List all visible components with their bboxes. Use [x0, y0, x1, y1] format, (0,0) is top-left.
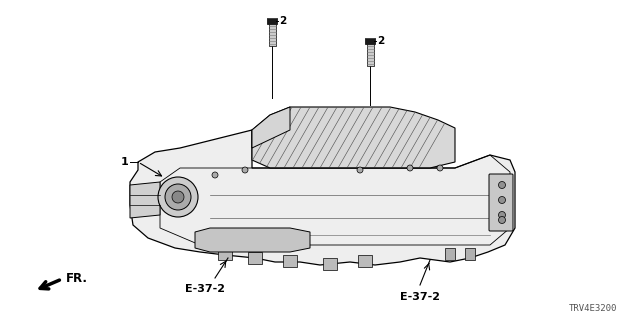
Circle shape	[499, 196, 506, 204]
Polygon shape	[323, 258, 337, 270]
Circle shape	[172, 191, 184, 203]
Text: E-37-2: E-37-2	[400, 292, 440, 302]
Circle shape	[165, 184, 191, 210]
Polygon shape	[283, 255, 297, 267]
Polygon shape	[445, 248, 455, 260]
FancyBboxPatch shape	[489, 174, 513, 231]
Text: FR.: FR.	[66, 273, 88, 285]
Text: E-37-2: E-37-2	[185, 284, 225, 294]
Circle shape	[357, 167, 363, 173]
Polygon shape	[130, 182, 160, 218]
Circle shape	[499, 212, 506, 219]
Text: 2: 2	[377, 36, 384, 46]
Polygon shape	[365, 38, 375, 44]
Polygon shape	[267, 18, 277, 24]
Text: 2: 2	[279, 16, 286, 26]
Polygon shape	[358, 255, 372, 267]
Polygon shape	[252, 107, 455, 168]
Polygon shape	[130, 130, 515, 265]
Polygon shape	[465, 248, 475, 260]
Polygon shape	[367, 44, 374, 66]
Circle shape	[437, 165, 443, 171]
Circle shape	[158, 177, 198, 217]
Circle shape	[242, 167, 248, 173]
Circle shape	[407, 165, 413, 171]
Polygon shape	[195, 228, 310, 252]
Circle shape	[499, 181, 506, 188]
Circle shape	[499, 217, 506, 223]
Polygon shape	[252, 107, 290, 148]
Polygon shape	[248, 252, 262, 264]
Circle shape	[212, 172, 218, 178]
Text: TRV4E3200: TRV4E3200	[568, 304, 617, 313]
Polygon shape	[218, 248, 232, 260]
Polygon shape	[269, 24, 275, 46]
Text: 1: 1	[120, 157, 128, 167]
